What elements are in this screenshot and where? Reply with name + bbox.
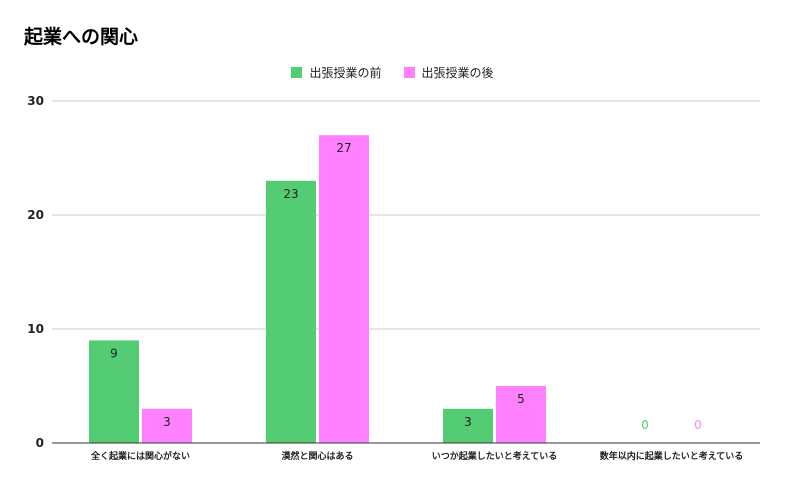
- legend-label-after: 出張授業の後: [421, 66, 494, 80]
- bar: [496, 386, 546, 443]
- data-label: 9: [110, 346, 118, 360]
- x-tick-label: いつか起業したいと考えている: [432, 450, 558, 462]
- chart-title: 起業への関心: [24, 26, 139, 48]
- legend-item-after: 出張授業の後: [403, 64, 494, 81]
- x-tick-label: 全く起業には関心がない: [90, 450, 190, 462]
- data-label: 5: [517, 392, 525, 406]
- bar: [319, 135, 369, 443]
- y-tick-label: 0: [36, 436, 44, 450]
- data-label: 23: [283, 187, 298, 201]
- y-tick-label: 10: [27, 322, 44, 336]
- legend: 出張授業の前 出張授業の後: [0, 64, 785, 81]
- bar: [266, 180, 316, 444]
- legend-item-before: 出張授業の前: [291, 64, 382, 81]
- bar: [443, 408, 493, 443]
- legend-swatch-after: [403, 67, 415, 78]
- data-label: 0: [694, 418, 702, 432]
- legend-swatch-before: [291, 67, 303, 78]
- y-tick-label: 30: [27, 94, 44, 108]
- bar: [89, 340, 139, 443]
- bar: [142, 408, 192, 443]
- data-label: 3: [464, 415, 472, 429]
- data-label: 0: [641, 418, 649, 432]
- y-tick-label: 20: [27, 208, 44, 222]
- x-tick-label: 数年以内に起業したいと考えている: [600, 450, 744, 462]
- x-tick-label: 漠然と関心はある: [281, 450, 353, 462]
- data-label: 27: [336, 141, 351, 155]
- legend-label-before: 出張授業の前: [309, 66, 382, 80]
- data-label: 3: [163, 415, 171, 429]
